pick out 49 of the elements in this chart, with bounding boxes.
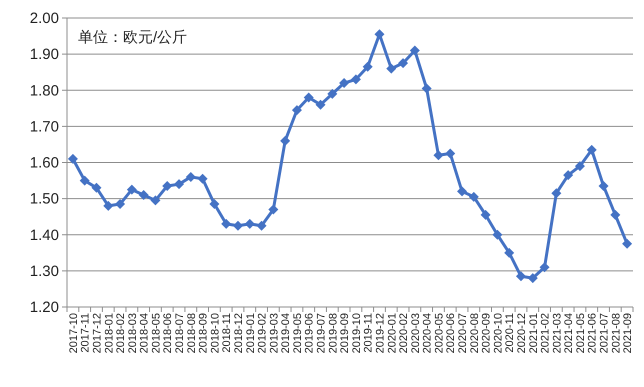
point bbox=[209, 199, 220, 210]
point bbox=[480, 210, 491, 220]
point bbox=[551, 188, 562, 198]
point bbox=[68, 154, 78, 164]
point bbox=[80, 176, 90, 186]
point bbox=[433, 150, 444, 160]
point bbox=[540, 262, 550, 272]
point bbox=[362, 62, 373, 72]
point bbox=[126, 184, 137, 195]
point bbox=[610, 210, 620, 220]
annotation: 单位：欧元/公斤 bbox=[78, 29, 188, 46]
point bbox=[445, 148, 456, 158]
point bbox=[622, 238, 632, 249]
point bbox=[244, 218, 255, 229]
point bbox=[268, 204, 278, 214]
point bbox=[374, 29, 384, 40]
point bbox=[563, 170, 574, 180]
point bbox=[492, 230, 502, 240]
point bbox=[198, 174, 208, 184]
point bbox=[304, 92, 314, 102]
point bbox=[528, 273, 538, 284]
point bbox=[292, 105, 302, 116]
point bbox=[91, 182, 102, 193]
point bbox=[232, 220, 243, 231]
point bbox=[422, 83, 432, 94]
point bbox=[221, 218, 232, 229]
point bbox=[574, 161, 585, 172]
point bbox=[586, 144, 597, 155]
point bbox=[138, 190, 149, 200]
point bbox=[327, 88, 338, 99]
point bbox=[350, 74, 361, 84]
point bbox=[256, 220, 267, 231]
point bbox=[410, 46, 420, 56]
point bbox=[280, 136, 290, 146]
point bbox=[468, 192, 479, 202]
point bbox=[516, 271, 526, 282]
point bbox=[162, 180, 172, 191]
point bbox=[174, 179, 184, 190]
point bbox=[339, 78, 350, 88]
point bbox=[598, 180, 609, 191]
point bbox=[398, 58, 408, 68]
point bbox=[457, 186, 468, 196]
point bbox=[115, 199, 126, 210]
point bbox=[386, 64, 396, 74]
point bbox=[504, 248, 514, 258]
point bbox=[316, 100, 326, 110]
point bbox=[150, 195, 160, 206]
point bbox=[103, 200, 114, 211]
point bbox=[186, 172, 196, 182]
